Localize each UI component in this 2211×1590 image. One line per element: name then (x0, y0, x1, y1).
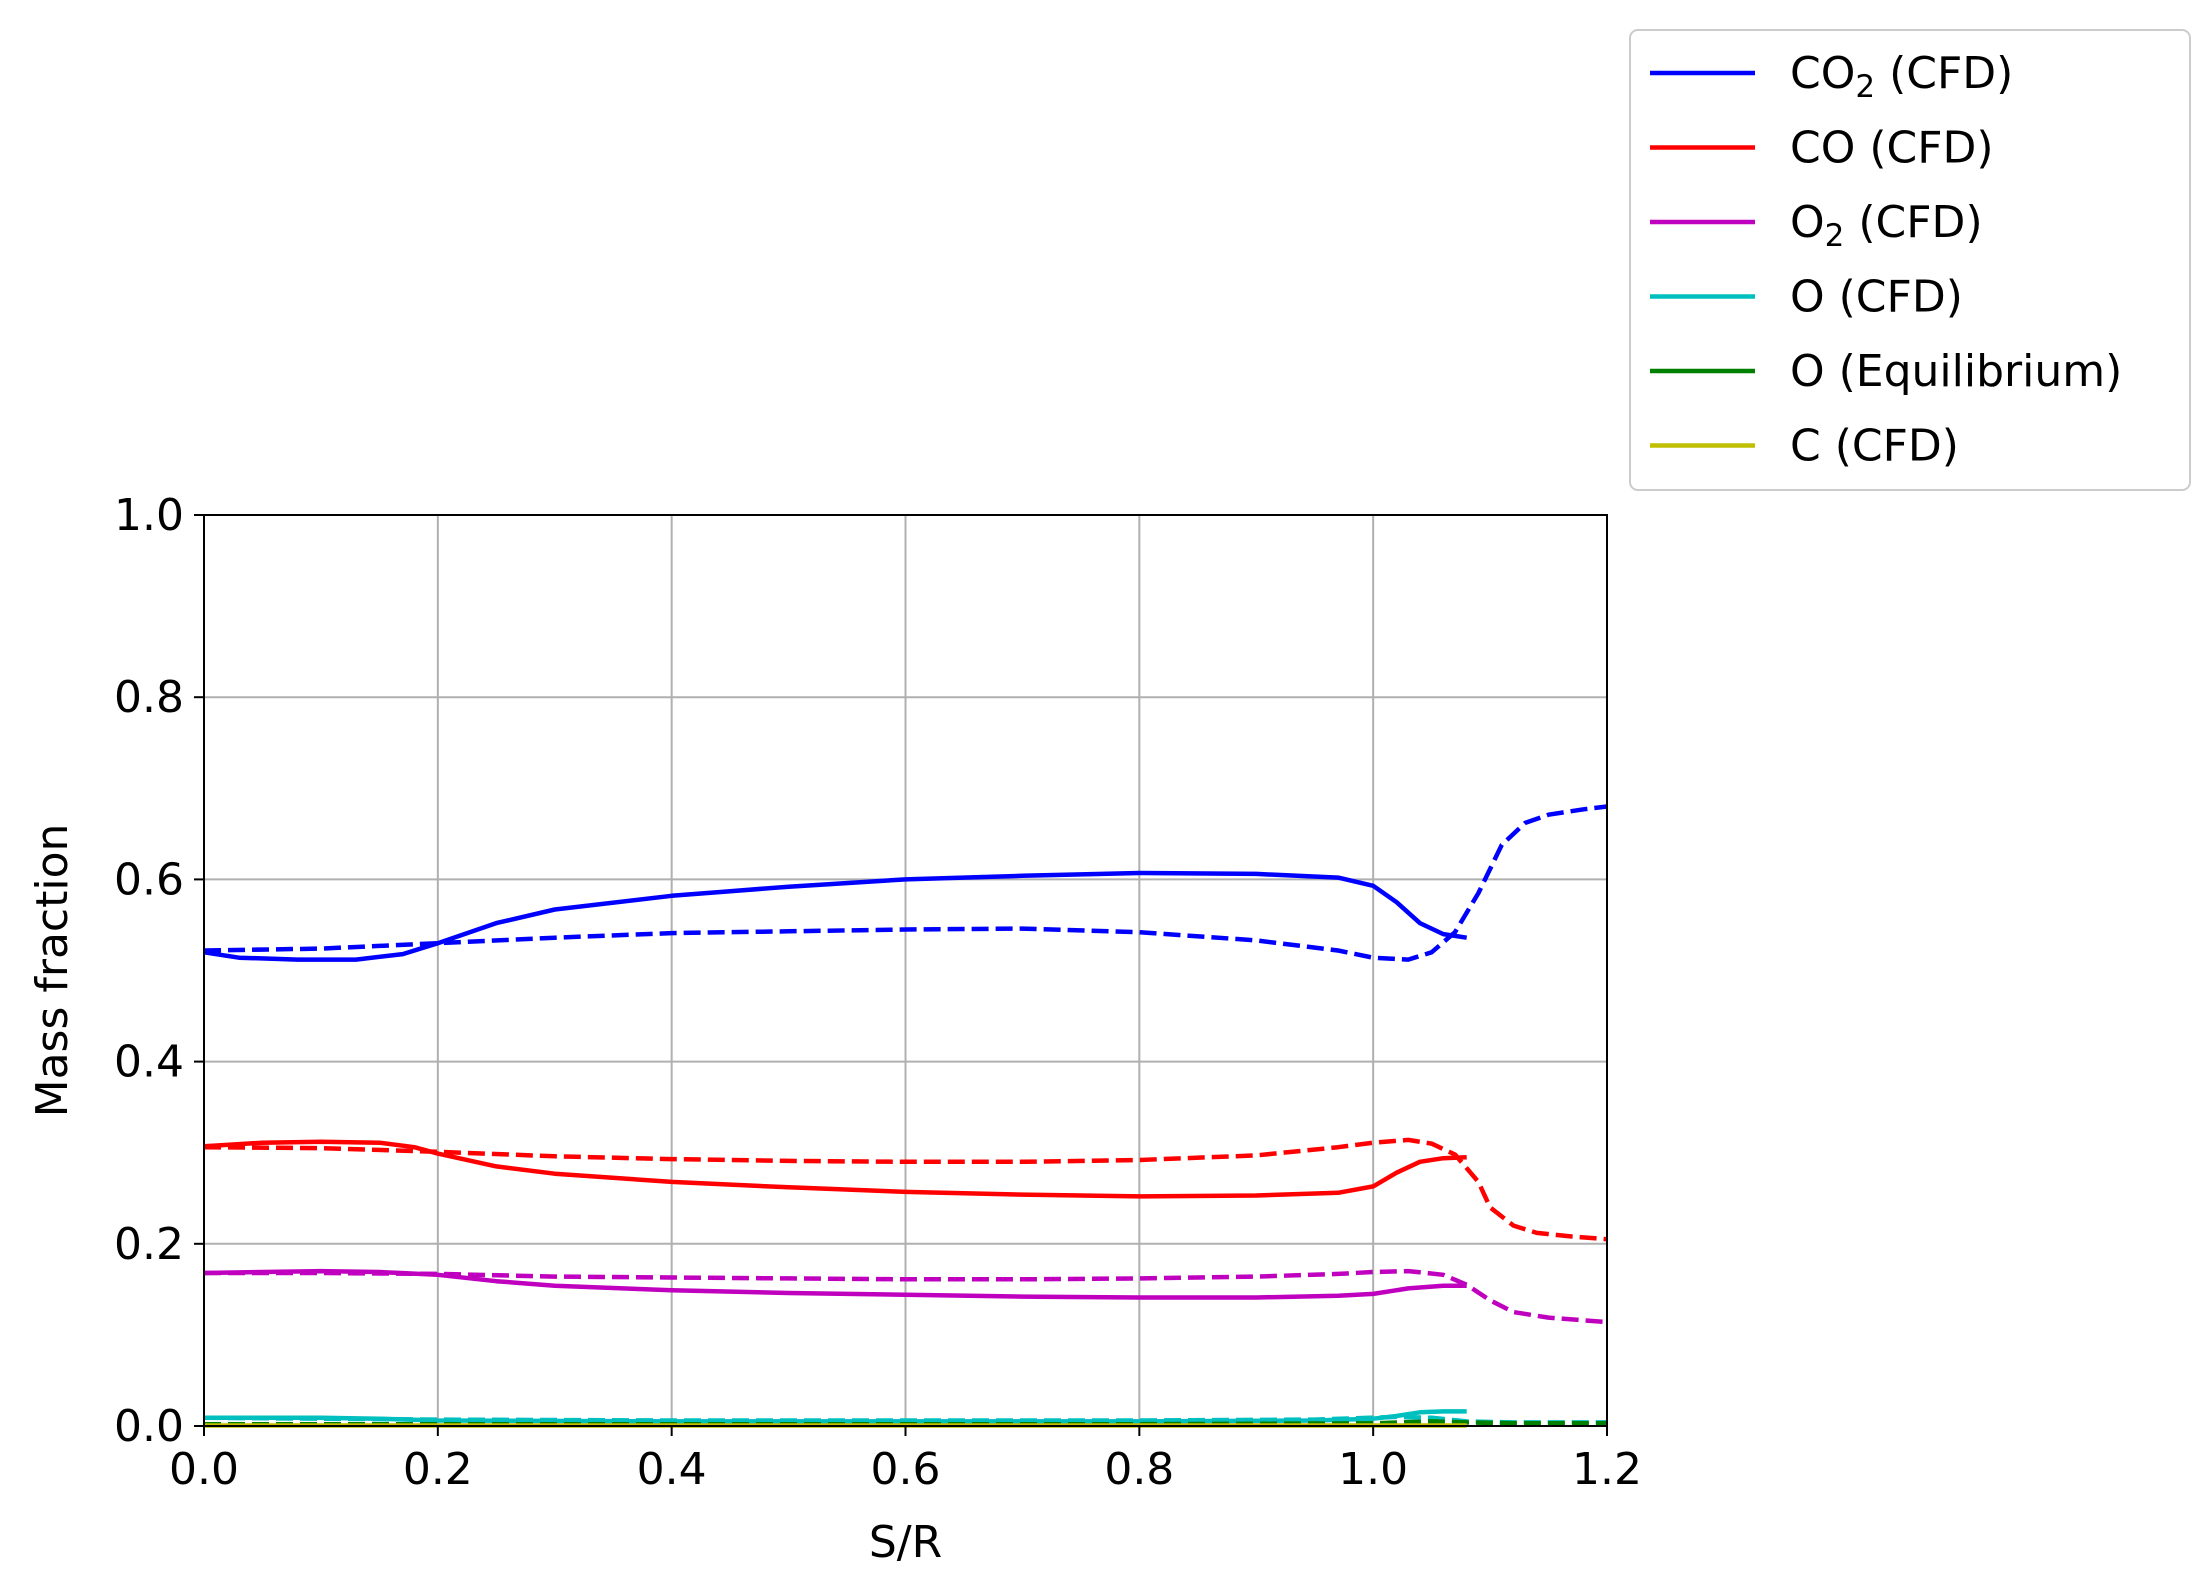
series-line-2 (203, 1139, 1467, 1199)
y-tick-label: 0.6 (114, 854, 184, 905)
series-line-0 (203, 870, 1468, 962)
series-line-5 (204, 1268, 1608, 1325)
legend-entry: CO (CFD) (1790, 123, 1994, 174)
series-line-3 (203, 1137, 1608, 1242)
legend-entry: CO2 (CFD) (1790, 48, 2013, 105)
x-tick-label: 0.0 (169, 1444, 239, 1495)
x-tick-label: 0.4 (637, 1444, 707, 1495)
axis-ticks: 0.0 0.2 0.4 0.6 0.8 1.0 1.2 0.0 0.2 0.4 0.6 0.8 1.0 (114, 490, 1642, 1495)
y-tick-label: 0.8 (114, 672, 184, 723)
x-tick-label: 1.0 (1338, 1444, 1408, 1495)
x-tick-label: 1.2 (1572, 1444, 1642, 1495)
y-tick-label: 0.0 (114, 1401, 184, 1452)
legend: CO2 (CFD) CO (CFD) O2 (CFD) O (CFD) O (Equil… (1629, 29, 2191, 491)
x-tick-label: 0.8 (1104, 1444, 1174, 1495)
series-line-4 (203, 1268, 1467, 1300)
legend-entry: O (Equilibrium) (1790, 346, 2122, 397)
legend-box (1629, 29, 2191, 491)
x-axis-label: S/R (869, 1517, 942, 1568)
y-tick-label: 0.4 (114, 1037, 184, 1088)
series-line-8 (204, 1419, 1607, 1427)
y-axis-label: Mass fraction (27, 824, 78, 1118)
series-line-1 (203, 804, 1608, 962)
x-tick-label: 0.2 (403, 1444, 473, 1495)
x-tick-label: 0.6 (871, 1444, 941, 1495)
y-tick-label: 1.0 (114, 490, 184, 541)
y-tick-label: 0.2 (114, 1219, 184, 1270)
legend-entry: O (CFD) (1790, 272, 1963, 323)
legend-entry: C (CFD) (1790, 421, 1959, 472)
legend-entry: O2 (CFD) (1790, 197, 1983, 254)
